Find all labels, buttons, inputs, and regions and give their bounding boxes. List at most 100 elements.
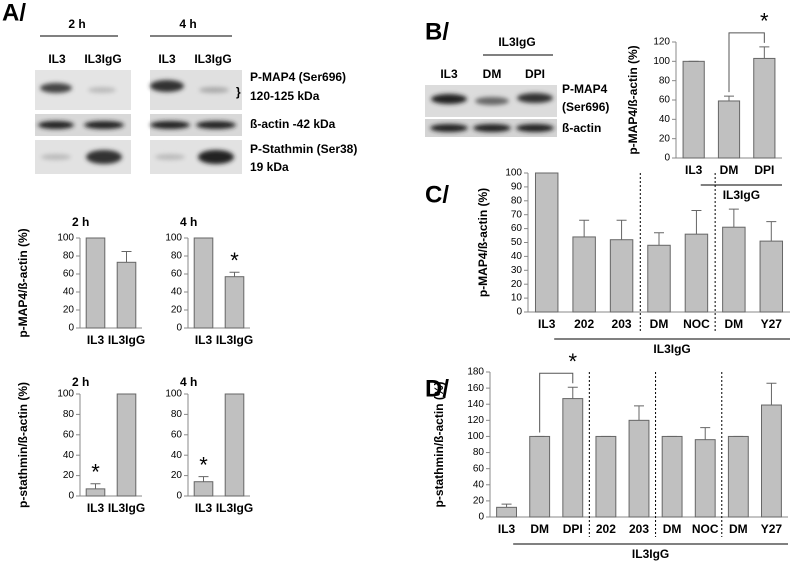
brace: } xyxy=(236,85,241,99)
annotation: * xyxy=(230,248,239,273)
panel-label: A/ xyxy=(2,0,26,26)
blot-band xyxy=(199,87,229,93)
blot-b: IL3IgG IL3 DM DPI P-MAP4 (Ser696) ß-acti… xyxy=(425,35,609,137)
y-tick-label: 30 xyxy=(511,265,523,276)
y-tick-label: 100 xyxy=(57,389,74,400)
x-tick-label: 202 xyxy=(574,317,594,331)
y-tick-label: 120 xyxy=(467,415,484,426)
y-tick-label: 20 xyxy=(171,305,183,316)
y-tick-label: 40 xyxy=(63,450,75,461)
x-tick-label: 203 xyxy=(612,317,632,331)
x-tick-label: IL3 xyxy=(87,501,105,515)
error-bar xyxy=(579,219,590,237)
bar xyxy=(534,172,559,313)
blot-band xyxy=(86,150,122,164)
y-tick-label: 160 xyxy=(467,383,484,394)
y-axis-label: p-stathmin/ß-actin (%) xyxy=(432,382,446,508)
y-axis-label: p-stathmin/ß-actin (%) xyxy=(16,382,30,508)
blot-a: 2 h 4 h IL3 IL3IgG IL3 IL3IgG P-MAP4 (Se… xyxy=(35,17,357,174)
bar xyxy=(193,481,214,497)
y-tick-label: 0 xyxy=(516,307,522,318)
bar xyxy=(529,435,551,518)
lane-label: IL3IgG xyxy=(194,52,231,66)
y-tick-label: 0 xyxy=(478,512,484,523)
bar xyxy=(753,57,776,159)
y-tick-label: 80 xyxy=(171,409,183,420)
blot-band xyxy=(473,124,511,132)
blot-label: 19 kDa xyxy=(250,160,289,174)
group-label: IL3IgG xyxy=(723,188,760,202)
x-tick-label: DPI xyxy=(563,522,583,536)
error-bar xyxy=(766,382,777,406)
x-tick-label: NOC xyxy=(692,522,719,536)
blot-bands xyxy=(430,93,554,132)
blot-band xyxy=(41,154,71,160)
x-tick-label: Y27 xyxy=(761,317,783,331)
y-tick-label: 20 xyxy=(473,496,485,507)
x-tick-label: DPI xyxy=(754,163,774,177)
y-tick-label: 80 xyxy=(171,251,183,262)
x-tick-label: DM xyxy=(720,163,739,177)
y-tick-label: 10 xyxy=(511,293,523,304)
blot-label: ß-actin -42 kDa xyxy=(250,117,336,131)
y-tick-label: 40 xyxy=(511,251,523,262)
chart-title: 4 h xyxy=(180,375,197,389)
bar xyxy=(761,404,782,518)
y-tick-label: 70 xyxy=(511,209,523,220)
x-tick-label: DM xyxy=(650,317,669,331)
y-tick-label: 100 xyxy=(165,389,182,400)
y-axis-label: p-MAP4/ß-actin (%) xyxy=(16,228,30,337)
annotation: * xyxy=(91,460,100,485)
bar xyxy=(682,60,705,159)
y-tick-label: 60 xyxy=(511,223,523,234)
error-bar xyxy=(616,219,627,240)
group-label: IL3IgG xyxy=(653,342,690,356)
bar xyxy=(647,244,671,313)
bar xyxy=(717,100,741,159)
error-bar xyxy=(654,232,664,246)
y-tick-label: 60 xyxy=(63,429,75,440)
y-tick-label: 0 xyxy=(68,491,74,502)
y-tick-label: 80 xyxy=(473,447,485,458)
y-axis-label: p-MAP4/ß-actin (%) xyxy=(476,188,490,297)
y-tick-label: 180 xyxy=(467,367,484,378)
bar xyxy=(224,276,245,329)
blot-band xyxy=(196,121,236,129)
blot-band xyxy=(150,121,190,129)
blot-band xyxy=(431,94,467,104)
y-tick-label: 0 xyxy=(176,323,182,334)
blot-band xyxy=(198,150,234,164)
error-bar xyxy=(766,221,777,242)
x-tick-label: DM xyxy=(729,522,748,536)
bar xyxy=(727,435,749,518)
blot-band xyxy=(150,80,184,92)
blot-band xyxy=(517,93,553,103)
blot-band xyxy=(38,121,74,129)
y-tick-label: 20 xyxy=(63,305,75,316)
y-tick-label: 20 xyxy=(659,133,671,144)
x-tick-label: IL3 xyxy=(498,522,516,536)
y-tick-label: 100 xyxy=(505,168,522,179)
x-tick-label: NOC xyxy=(683,317,710,331)
x-tick-label: DM xyxy=(530,522,549,536)
chart-title: 2 h xyxy=(72,215,89,229)
blot-band xyxy=(475,97,509,105)
y-tick-label: 20 xyxy=(511,279,523,290)
y-tick-label: 100 xyxy=(467,431,484,442)
blot-bands xyxy=(38,80,236,164)
bar xyxy=(85,488,106,497)
error-bar xyxy=(121,251,132,263)
y-tick-label: 0 xyxy=(664,153,670,164)
x-tick-label: IL3IgG xyxy=(216,501,253,515)
error-bar xyxy=(728,208,739,228)
blot-band xyxy=(40,83,72,93)
error-bar xyxy=(229,271,240,277)
x-tick-label: IL3 xyxy=(538,317,556,331)
x-tick-label: DM xyxy=(725,317,744,331)
blot-label: P-MAP4 (Ser696) xyxy=(250,70,346,84)
lane-label: IL3 xyxy=(158,52,176,66)
blot-band xyxy=(155,154,185,160)
x-tick-label: 203 xyxy=(629,522,649,536)
error-bar xyxy=(567,386,578,399)
y-tick-label: 80 xyxy=(63,251,75,262)
